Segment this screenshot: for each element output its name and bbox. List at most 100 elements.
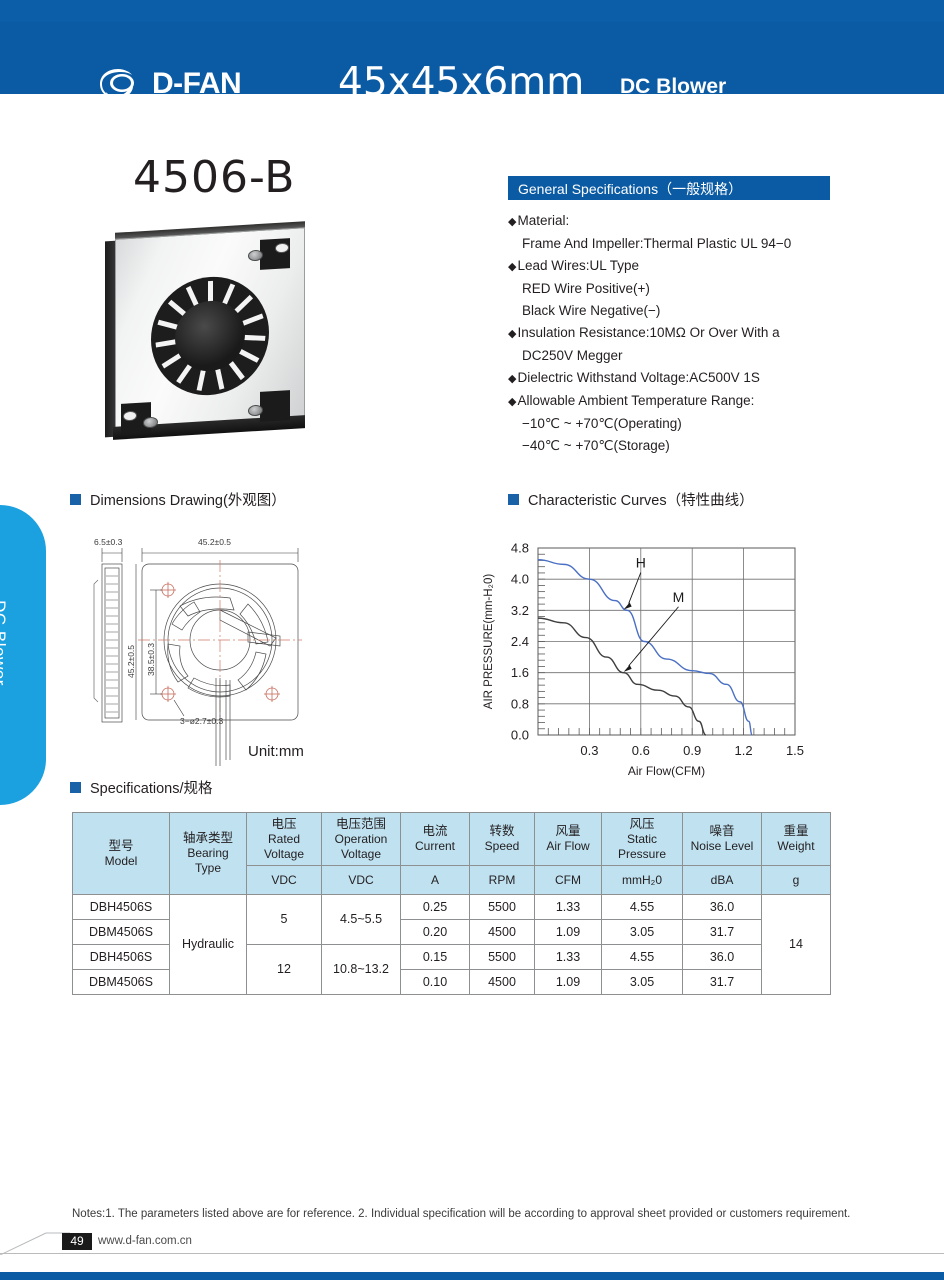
cell-air-flow: 1.09: [534, 969, 602, 995]
x-tick-label: 1.5: [786, 743, 804, 758]
y-tick-label: 0.8: [511, 696, 529, 711]
spec-continuation-line: RED Wire Positive(+): [508, 278, 868, 300]
chart-x-axis-label: Air Flow(CFM): [628, 764, 705, 778]
y-tick-label: 4.8: [511, 541, 529, 556]
cell-speed: 4500: [469, 969, 535, 995]
general-specifications-list: ◆Material: Frame And Impeller:Thermal Pla…: [508, 210, 868, 457]
spec-continuation-line: Black Wire Negative(−): [508, 300, 868, 322]
dimensions-drawing: 6.5±0.3 45.2±0.5 45.2±0.5 38.5±0.3 3−ø2.…: [80, 528, 350, 773]
table-unit-air-flow: CFM: [534, 865, 602, 895]
cell-noise-level: 36.0: [682, 894, 762, 920]
y-tick-label: 4.0: [511, 572, 529, 587]
spec-line-text: Frame And Impeller:Thermal Plastic UL 94…: [522, 236, 792, 251]
spec-line-text: Allowable Ambient Temperature Range:: [517, 393, 755, 408]
chart-curves: HM: [537, 554, 753, 736]
table-unit-speed: RPM: [469, 865, 535, 895]
cell-static-pressure: 3.05: [601, 919, 683, 945]
cell-air-flow: 1.33: [534, 894, 602, 920]
blue-square-bullet-icon: [508, 494, 519, 505]
table-header-current: 电流 Current: [400, 812, 470, 866]
diamond-bullet-icon: ◆: [508, 328, 517, 340]
cell-rated-voltage: 5: [246, 894, 322, 945]
cell-noise-level: 36.0: [682, 944, 762, 970]
spec-bullet-line: ◆Insulation Resistance:10MΩ Or Over With…: [508, 322, 868, 345]
cell-speed: 5500: [469, 894, 535, 920]
footer-diagonal-rule: [0, 1232, 70, 1255]
cell-noise-level: 31.7: [682, 919, 762, 945]
cell-current: 0.15: [400, 944, 470, 970]
spec-bullet-line: ◆Material:: [508, 210, 868, 233]
section-heading-curves-label: Characteristic Curves（特性曲线）: [528, 493, 754, 509]
dim-label-height: 45.2±0.5: [126, 645, 136, 678]
spec-continuation-line: −40℃ ~ +70℃(Storage): [508, 435, 868, 457]
cell-static-pressure: 3.05: [601, 969, 683, 995]
diamond-bullet-icon: ◆: [508, 216, 517, 228]
chart-tick-labels: 0.0 0.8 1.6 2.4 3.2 4.0 4.8 0.3 0.6 0.9 1.2 1.5: [511, 541, 804, 759]
footer-website: www.d-fan.com.cn: [98, 1235, 192, 1247]
cell-air-flow: 1.09: [534, 919, 602, 945]
page-title: 4506-B: [133, 152, 296, 203]
curve-annotation-H: H: [636, 554, 646, 570]
general-specifications-heading: General Specifications（一般规格）: [508, 176, 830, 200]
diamond-bullet-icon: ◆: [508, 396, 517, 408]
spec-bullet-line: ◆Lead Wires:UL Type: [508, 255, 868, 278]
side-tab-label: DC Blower: [0, 600, 9, 686]
cell-air-flow: 1.33: [534, 944, 602, 970]
dim-label-unit: Unit:mm: [248, 743, 304, 760]
cell-operation-voltage: 4.5~5.5: [321, 894, 401, 945]
curve-annotation-M: M: [673, 589, 685, 605]
table-unit-rated-voltage: VDC: [246, 865, 322, 895]
table-header-noise-level: 噪音 Noise Level: [682, 812, 762, 866]
spec-bullet-line: ◆Dielectric Withstand Voltage:AC500V 1S: [508, 367, 868, 390]
dim-label-thickness: 6.5±0.3: [94, 537, 123, 547]
side-tab-dc-blower: DC Blower: [0, 505, 46, 805]
y-tick-label: 3.2: [511, 603, 529, 618]
cell-operation-voltage: 10.8~13.2: [321, 944, 401, 995]
blue-square-bullet-icon: [70, 494, 81, 505]
section-heading-curves: Characteristic Curves（特性曲线）: [508, 489, 754, 510]
cell-model: DBM4506S: [72, 919, 170, 945]
spec-line-text: RED Wire Positive(+): [522, 281, 650, 296]
table-row: DBM4506S 0.20 4500 1.09 3.05 31.7: [72, 919, 831, 945]
y-tick-label: 0.0: [511, 728, 529, 743]
x-tick-label: 0.6: [632, 743, 650, 758]
cell-model: DBH4506S: [72, 894, 170, 920]
page-number-badge: 49: [62, 1233, 92, 1250]
spec-line-text: DC250V Megger: [522, 348, 623, 363]
table-header-row-main: 型号 Model 轴承类型 Bearing Type 电压 Rated Voltage 电压范围…: [72, 812, 831, 895]
table-unit-static-pressure: mmH₂0: [601, 865, 683, 895]
cell-current: 0.10: [400, 969, 470, 995]
photo-impeller: [151, 273, 269, 399]
cell-static-pressure: 4.55: [601, 894, 683, 920]
footer-rule: [0, 1253, 944, 1254]
spec-line-text: Lead Wires:UL Type: [517, 258, 640, 273]
table-header-air-flow: 风量 Air Flow: [534, 812, 602, 866]
spec-line-text: Black Wire Negative(−): [522, 303, 661, 318]
product-photo: [105, 221, 320, 443]
swirl-ellipse-logo-icon: [100, 64, 146, 104]
curve-M: [537, 617, 707, 736]
spec-line-text: −40℃ ~ +70℃(Storage): [522, 438, 670, 453]
table-header-bearing-type: 轴承类型 Bearing Type: [169, 812, 247, 895]
x-tick-label: 0.3: [580, 743, 598, 758]
spec-continuation-line: DC250V Megger: [508, 345, 868, 367]
footer-notes: Notes:1. The parameters listed above are…: [72, 1208, 851, 1220]
section-heading-dimensions-label: Dimensions Drawing(外观图）: [90, 493, 286, 509]
table-row: DBH4506S Hydraulic 5 4.5~5.5 0.25 5500 1.33 4.5…: [72, 894, 831, 995]
table-header-static-pressure: 风压 Static Pressure: [601, 812, 683, 866]
table-header-weight: 重量 Weight: [761, 812, 831, 866]
spec-line-text: −10℃ ~ +70℃(Operating): [522, 416, 682, 431]
table-body: DBH4506S Hydraulic 5 4.5~5.5 0.25 5500 1.33 4.5…: [72, 894, 831, 995]
blue-square-bullet-icon: [70, 782, 81, 793]
photo-corner: [260, 390, 290, 422]
specifications-table: 型号 Model 轴承类型 Bearing Type 电压 Rated Voltage 电压范围…: [72, 812, 831, 995]
x-tick-label: 1.2: [735, 743, 753, 758]
section-heading-specifications: Specifications/规格: [70, 777, 213, 798]
y-tick-label: 1.6: [511, 665, 529, 680]
table-header-model: 型号 Model: [72, 812, 170, 895]
table-row: DBM4506S 0.10 4500 1.09 3.05 31.7: [72, 969, 831, 995]
section-heading-specifications-label: Specifications/规格: [90, 781, 213, 797]
cell-noise-level: 31.7: [682, 969, 762, 995]
chart-y-axis-label: AIR PRESSURE(mm-H₂0): [483, 574, 495, 710]
